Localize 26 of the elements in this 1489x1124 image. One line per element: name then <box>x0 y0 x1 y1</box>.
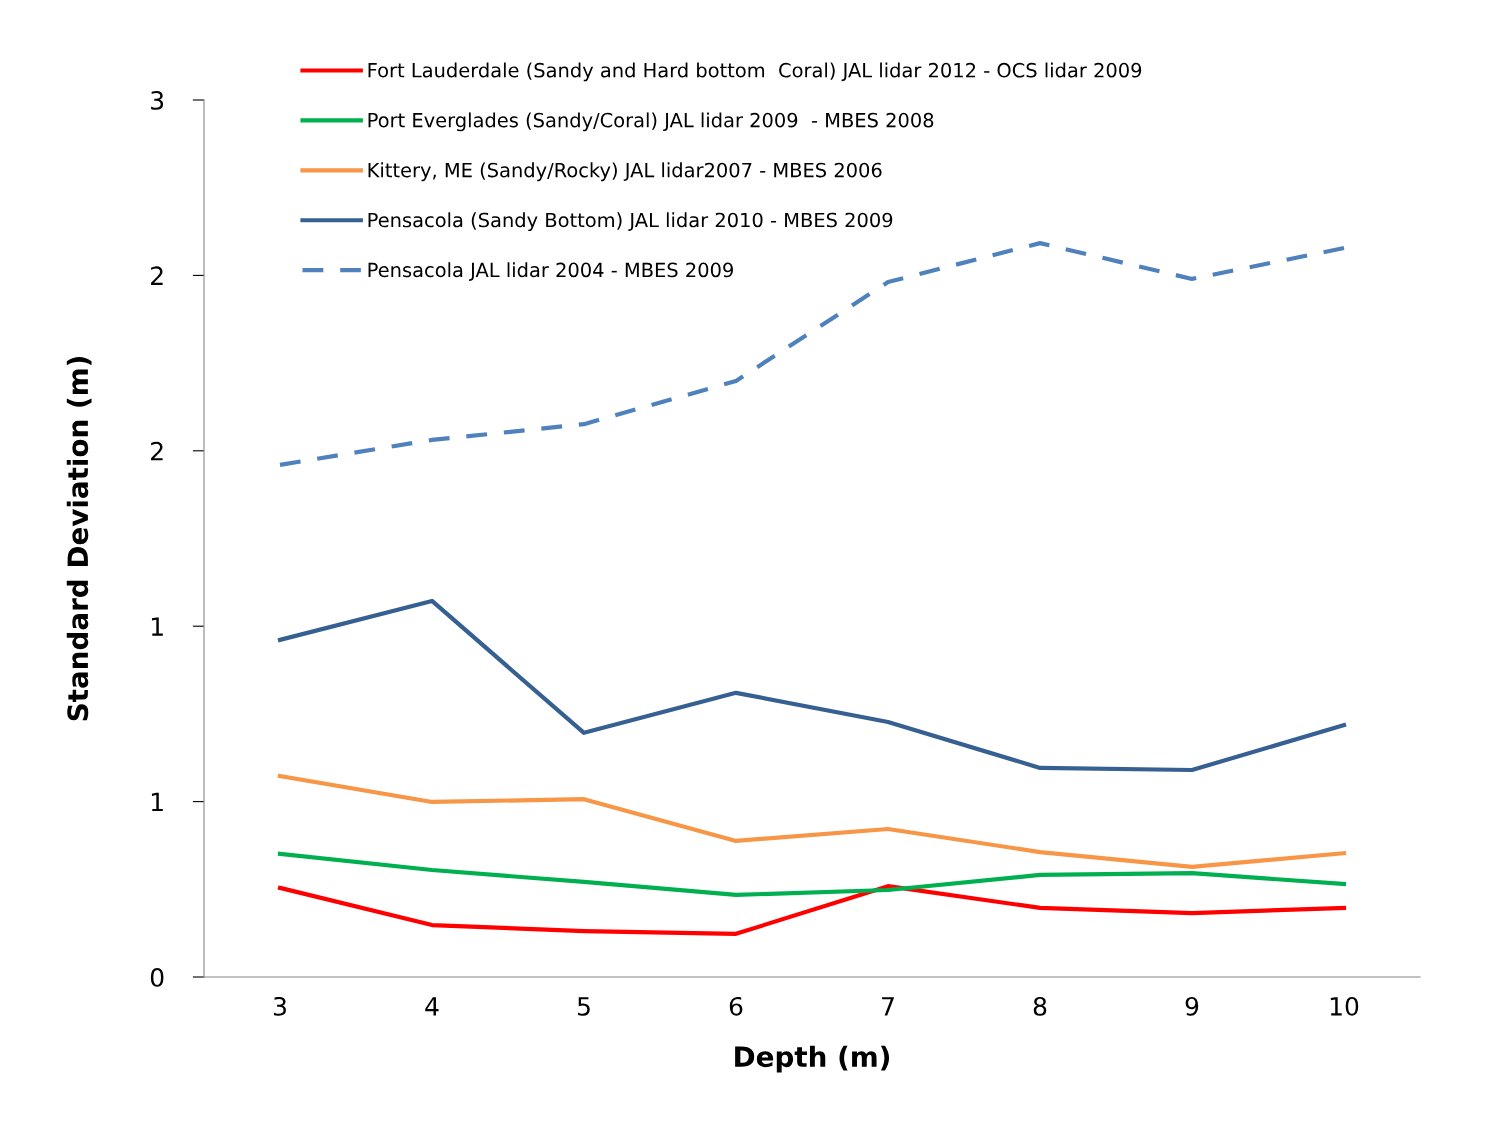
y-tick-label: 1 <box>151 617 163 636</box>
x-tick-label: 7 <box>882 997 894 1016</box>
x-tick-label: 5 <box>577 997 590 1016</box>
y-axis-title: Standard Deviation (m) <box>66 357 92 721</box>
y-tick-label: 3 <box>151 90 164 110</box>
x-tick-label: 3 <box>273 996 286 1016</box>
line-series <box>277 241 1347 467</box>
x-tick-label: 4 <box>425 997 439 1016</box>
line-series <box>277 851 1347 897</box>
x-axis-title: Depth (m) <box>735 1045 890 1073</box>
legend-label: Pensacola JAL lidar 2004 - MBES 2009 <box>368 262 733 281</box>
y-tick-label: 1 <box>151 792 163 812</box>
y-tick-label: 0 <box>150 967 164 987</box>
y-tick-label: 2 <box>151 266 163 285</box>
x-tick-label: 10 <box>1330 996 1359 1016</box>
line-series <box>277 773 1347 869</box>
x-tick-label: 6 <box>729 996 743 1016</box>
x-tick-label: 8 <box>1033 996 1047 1016</box>
legend-label: Pensacola (Sandy Bottom) JAL lidar 2010 - MBES 2009 <box>368 212 893 232</box>
legend-label: Kittery, ME (Sandy/Rocky) JAL lidar2007 - MBES 2006 <box>368 162 882 182</box>
legend-label: Port Everglades (Sandy/Coral) JAL lidar 2009 - MBES 2008 <box>368 112 934 132</box>
y-tick-label: 2 <box>151 441 163 461</box>
legend-label: Fort Lauderdale (Sandy and Hard bottom Coral) JAL lidar 2012 - OCS lidar 2009 <box>368 62 1142 82</box>
line-series <box>277 884 1347 936</box>
line-series <box>277 598 1347 773</box>
x-tick-label: 9 <box>1185 996 1199 1016</box>
